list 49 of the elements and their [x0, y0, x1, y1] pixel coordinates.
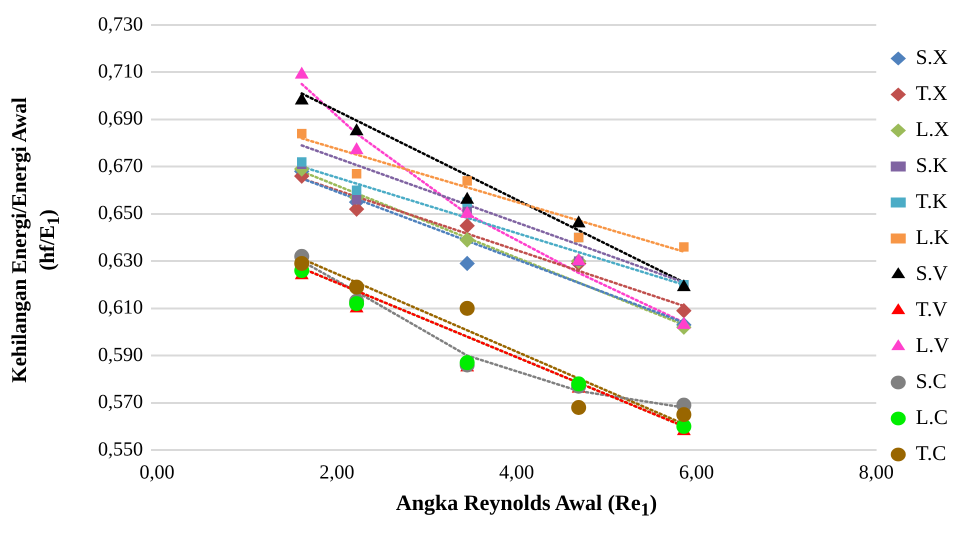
legend-label: S.X [916, 45, 948, 70]
point [462, 176, 472, 186]
x-tick-label: 4,00 [499, 461, 534, 484]
point [352, 169, 362, 178]
point [460, 256, 475, 271]
point [460, 218, 475, 234]
legend-label: T.C [916, 441, 946, 466]
point [571, 400, 586, 415]
legend-label: L.C [916, 405, 948, 430]
y-tick-label: 0,710 [98, 60, 143, 82]
point [460, 192, 474, 204]
point [679, 242, 689, 252]
legend-label: L.K [916, 225, 950, 250]
y-tick-label: 0,690 [98, 108, 143, 130]
y-tick-label: 0,570 [98, 391, 143, 414]
x-tick-label: 6,00 [678, 461, 714, 484]
legend-label: T.V [916, 297, 948, 322]
point [349, 280, 364, 295]
point [676, 303, 692, 318]
legend-label: S.C [916, 369, 947, 394]
y-tick-label: 0,650 [98, 202, 143, 224]
point [294, 256, 310, 271]
y-tick-label: 0,610 [98, 296, 143, 319]
point [350, 142, 364, 154]
legend-label: S.V [916, 261, 948, 286]
y-tick-label: 0,670 [98, 154, 143, 177]
y-tick-label: 0,730 [98, 13, 143, 36]
x-tick-label: 2,00 [319, 461, 354, 484]
point [297, 157, 306, 167]
point [350, 124, 364, 136]
point [676, 407, 692, 422]
legend-label: L.V [916, 333, 950, 358]
point [572, 254, 586, 266]
x-tick-label: 0,00 [140, 461, 174, 484]
point [295, 93, 308, 105]
point [352, 186, 362, 196]
y-tick-label: 0,590 [98, 344, 143, 366]
point [297, 128, 306, 138]
y-tick-label: 0,630 [98, 249, 143, 272]
point [295, 67, 308, 79]
legend-label: S.K [916, 153, 948, 178]
legend-label: L.X [916, 117, 950, 142]
x-axis-title: Angka Reynolds Awal (Re$_{1}$) [394, 490, 658, 520]
y-tick-label: 0,550 [98, 438, 143, 460]
point [460, 232, 475, 248]
legend-label: T.K [916, 189, 948, 214]
point [460, 300, 475, 316]
legend-label: T.X [916, 81, 948, 106]
x-tick-label: 8,00 [858, 461, 894, 484]
